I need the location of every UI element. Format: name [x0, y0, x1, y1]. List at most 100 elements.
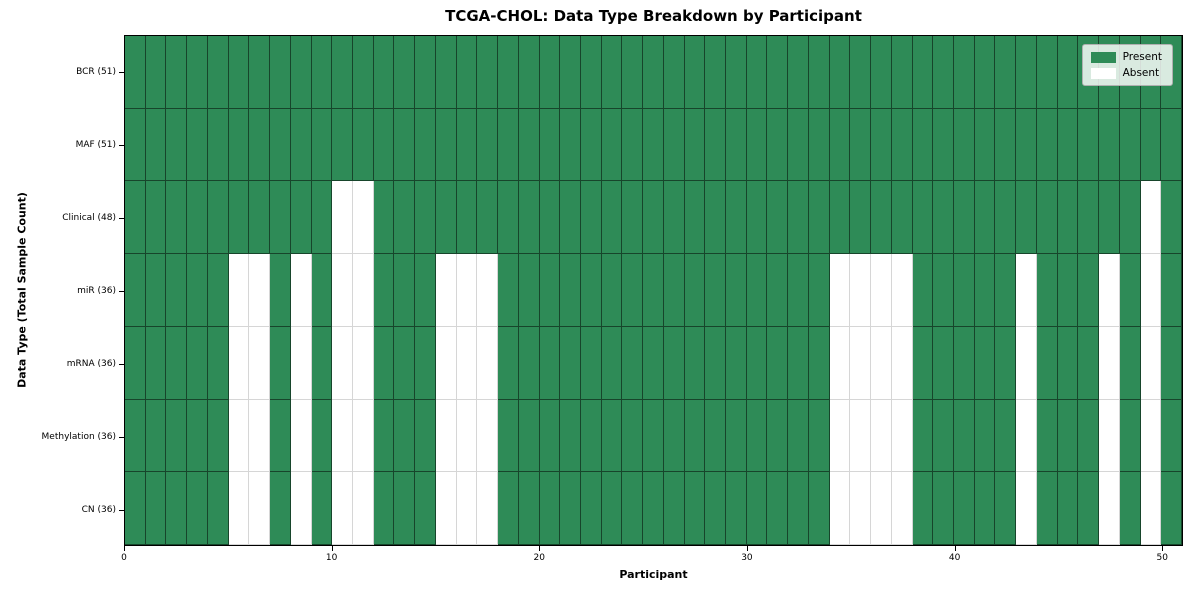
heatmap-cell [187, 472, 208, 545]
heatmap-cell [954, 472, 975, 545]
heatmap-cell [643, 181, 664, 255]
heatmap-cell [643, 472, 664, 545]
heatmap-cell [622, 254, 644, 327]
heatmap-cell [373, 36, 395, 109]
heatmap-cell [684, 36, 706, 109]
legend-swatch-absent-icon [1090, 67, 1116, 79]
heatmap-cell [539, 399, 561, 473]
heatmap-cell [332, 181, 353, 255]
heatmap-cell [435, 181, 457, 255]
y-tick-label: MAF (51) [75, 139, 116, 150]
heatmap-cell [829, 326, 851, 400]
heatmap-cell [373, 472, 395, 545]
heatmap-cell [332, 399, 353, 473]
heatmap-cell [808, 181, 830, 255]
heatmap-cell [352, 326, 374, 400]
heatmap-cell [373, 181, 395, 255]
heatmap-cell [1119, 181, 1141, 255]
heatmap-cell [456, 472, 478, 545]
heatmap-cell [373, 326, 395, 400]
heatmap-cell [228, 326, 250, 400]
heatmap-cell [477, 399, 499, 473]
heatmap-cell [974, 254, 996, 327]
heatmap-cell [145, 36, 167, 109]
heatmap-cell [1057, 181, 1079, 255]
heatmap-cell [539, 254, 561, 327]
heatmap-cell [767, 399, 789, 473]
heatmap-cell [270, 181, 291, 255]
x-axis-label: Participant [619, 568, 688, 581]
heatmap-cell [705, 108, 727, 182]
heatmap-cell [311, 181, 333, 255]
heatmap-cell [933, 181, 955, 255]
heatmap-cell [207, 472, 229, 545]
heatmap-cell [560, 36, 581, 109]
heatmap-cell [415, 326, 436, 400]
heatmap-cell [1119, 399, 1141, 473]
heatmap-cell [207, 36, 229, 109]
heatmap-cell [622, 399, 644, 473]
heatmap-cell [788, 36, 809, 109]
heatmap-cell [1036, 36, 1058, 109]
heatmap-cell [498, 181, 519, 255]
heatmap-cell [1057, 108, 1079, 182]
heatmap-cell [415, 399, 436, 473]
heatmap-cell [1099, 254, 1120, 327]
heatmap-cell [207, 254, 229, 327]
heatmap-cell [311, 399, 333, 473]
heatmap-cell [518, 326, 540, 400]
y-tick [119, 363, 124, 365]
heatmap-cell [746, 36, 768, 109]
heatmap-cell [249, 399, 271, 473]
heatmap-cell [290, 108, 312, 182]
heatmap-cell [788, 472, 809, 545]
heatmap-cell [871, 254, 892, 327]
heatmap-cell [995, 399, 1017, 473]
heatmap-cell [352, 181, 374, 255]
heatmap-cell [808, 399, 830, 473]
heatmap-cell [974, 36, 996, 109]
heatmap-cell [601, 326, 623, 400]
legend: Present Absent [1081, 44, 1173, 86]
heatmap-cell [498, 108, 519, 182]
heatmap-cell [1057, 399, 1079, 473]
heatmap-cell [580, 472, 602, 545]
heatmap-cell [352, 108, 374, 182]
heatmap-cell [891, 472, 913, 545]
heatmap-cell [1016, 399, 1037, 473]
heatmap-cell [871, 181, 892, 255]
heatmap-cell [954, 399, 975, 473]
heatmap-cell [891, 326, 913, 400]
heatmap-cell [145, 399, 167, 473]
heatmap-cell [1119, 108, 1141, 182]
heatmap-cell [270, 108, 291, 182]
heatmap-cell [1036, 108, 1058, 182]
heatmap-cell [1119, 472, 1141, 545]
legend-swatch-present-icon [1090, 51, 1116, 63]
legend-entry: Present [1090, 51, 1162, 63]
heatmap-cell [1119, 326, 1141, 400]
heatmap-cell [539, 472, 561, 545]
heatmap-cell [187, 254, 208, 327]
heatmap-cell [456, 181, 478, 255]
heatmap-cell [456, 254, 478, 327]
heatmap-cell [622, 36, 644, 109]
y-tick [119, 71, 124, 73]
heatmap-cell [767, 181, 789, 255]
heatmap-cell [145, 108, 167, 182]
y-tick-label: BCR (51) [76, 66, 116, 77]
heatmap-cell [726, 399, 747, 473]
heatmap-cell [663, 326, 685, 400]
heatmap-cell [788, 326, 809, 400]
heatmap-cell [891, 399, 913, 473]
heatmap-cell [290, 472, 312, 545]
heatmap-cell [270, 326, 291, 400]
heatmap-cell [1036, 472, 1058, 545]
heatmap-cell [311, 472, 333, 545]
heatmap-cell [643, 399, 664, 473]
heatmap-cell [125, 326, 146, 400]
x-tick [1162, 546, 1164, 551]
heatmap-cell [249, 326, 271, 400]
heatmap-cell [1161, 326, 1182, 400]
heatmap-cell [1057, 254, 1079, 327]
